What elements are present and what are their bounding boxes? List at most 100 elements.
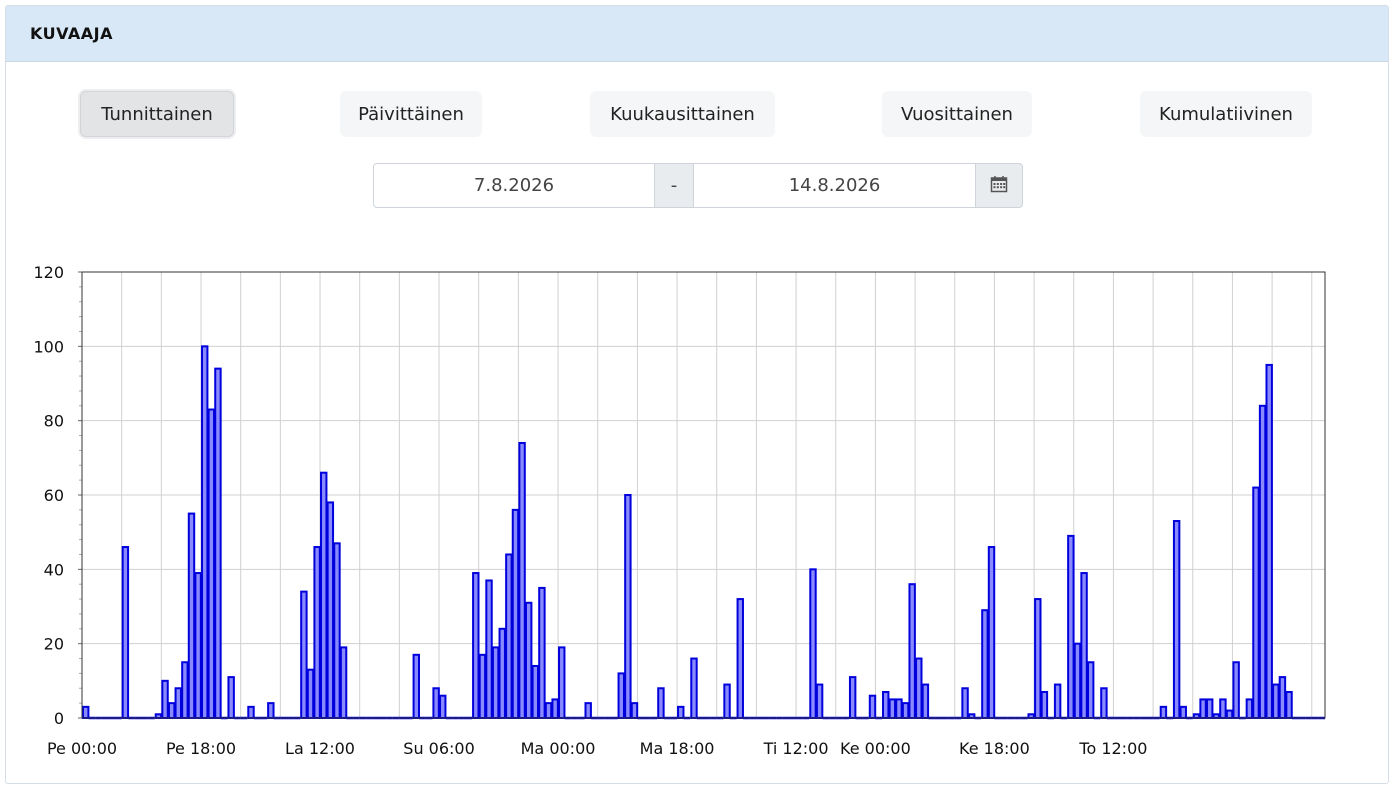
panel-header: KUVAAJA [6, 6, 1388, 62]
y-tick-label: 20 [44, 635, 64, 654]
bar [1053, 683, 1062, 719]
start-date-input[interactable]: 7.8.2026 [373, 163, 655, 208]
bar [987, 546, 996, 719]
bar [888, 698, 897, 719]
y-tick-label: 40 [44, 560, 64, 579]
monthly-button[interactable]: Kuukausittainen [590, 91, 775, 137]
bar [227, 676, 235, 720]
bar [511, 508, 520, 719]
bar [1252, 486, 1260, 719]
bar [412, 653, 420, 720]
bar [524, 601, 533, 719]
bar [1067, 534, 1075, 719]
bar [1080, 572, 1088, 719]
y-tick-label: 60 [44, 486, 64, 505]
date-separator: - [654, 163, 694, 208]
bar [1040, 690, 1049, 720]
bar [174, 687, 182, 719]
bar [121, 546, 130, 719]
y-tick-label: 80 [44, 412, 64, 431]
bar [961, 687, 969, 719]
bar [901, 702, 910, 719]
bar [154, 713, 163, 719]
bar [1205, 698, 1214, 719]
bar [326, 501, 335, 719]
bar [558, 646, 566, 719]
bar [167, 702, 176, 719]
bar [1086, 661, 1095, 719]
bar [1232, 661, 1240, 719]
bar [551, 698, 559, 719]
bar [544, 702, 553, 719]
bar [584, 702, 592, 719]
bar [809, 568, 817, 720]
bar [478, 653, 487, 720]
x-tick-label: Ma 00:00 [521, 739, 596, 758]
bar [815, 683, 824, 719]
bar [868, 694, 877, 720]
bar [1272, 683, 1280, 719]
bar [657, 687, 665, 719]
x-tick-label: Pe 00:00 [47, 739, 117, 758]
end-date-input[interactable]: 14.8.2026 [693, 163, 976, 208]
bar [624, 494, 632, 719]
bar [1225, 709, 1234, 720]
bar [339, 646, 348, 719]
bar [439, 694, 447, 720]
date-range-picker: 7.8.2026 - 14.8.2026 [368, 163, 1023, 208]
plot-frame [81, 271, 1326, 719]
bar [1265, 363, 1273, 720]
bar [1212, 713, 1221, 719]
x-tick-label: Ti 12:00 [763, 739, 829, 758]
bar [187, 512, 196, 720]
bar [848, 676, 857, 720]
x-tick-label: Su 06:00 [403, 739, 475, 758]
bar [1100, 687, 1108, 719]
x-tick-label: To 12:00 [1078, 739, 1147, 758]
bar [306, 668, 315, 719]
bar [1285, 690, 1293, 720]
daily-button[interactable]: Päivittäinen [340, 91, 482, 137]
bar [895, 698, 903, 719]
bar [630, 702, 639, 719]
bar [214, 367, 222, 719]
hourly-button[interactable]: Tunnittainen [80, 91, 234, 137]
bar [1258, 404, 1267, 720]
bar [1179, 705, 1187, 720]
bar [472, 572, 480, 719]
bar [677, 705, 685, 720]
x-tick-label: Pe 18:00 [166, 739, 236, 758]
bar [194, 572, 202, 719]
bar [915, 657, 923, 719]
bar [485, 579, 493, 719]
bar [690, 657, 698, 719]
yearly-button[interactable]: Vuosittainen [882, 91, 1032, 137]
panel-title: KUVAAJA [30, 24, 114, 43]
bar [531, 664, 540, 720]
bar [736, 598, 744, 720]
bar [518, 441, 526, 719]
bar [981, 609, 989, 720]
bar [313, 546, 321, 719]
bar [1027, 713, 1035, 719]
cumulative-button[interactable]: Kumulatiivinen [1140, 91, 1312, 137]
bar [267, 702, 275, 719]
bar [491, 646, 500, 719]
bar [247, 705, 255, 720]
bar [201, 345, 209, 719]
x-tick-label: La 12:00 [285, 739, 355, 758]
bar [505, 553, 513, 720]
bar [1172, 520, 1181, 719]
y-tick-label: 100 [33, 337, 64, 356]
calendar-button[interactable] [975, 163, 1023, 208]
x-tick-label: Ke 18:00 [959, 739, 1030, 758]
bar [1219, 698, 1227, 719]
calendar-icon [990, 175, 1008, 197]
bar [908, 583, 916, 720]
x-tick-label: Ma 18:00 [640, 739, 715, 758]
x-tick-label: Ke 00:00 [840, 739, 911, 758]
bar [82, 705, 90, 720]
bar [1278, 676, 1287, 720]
bar [882, 690, 890, 720]
bar [1192, 713, 1201, 719]
